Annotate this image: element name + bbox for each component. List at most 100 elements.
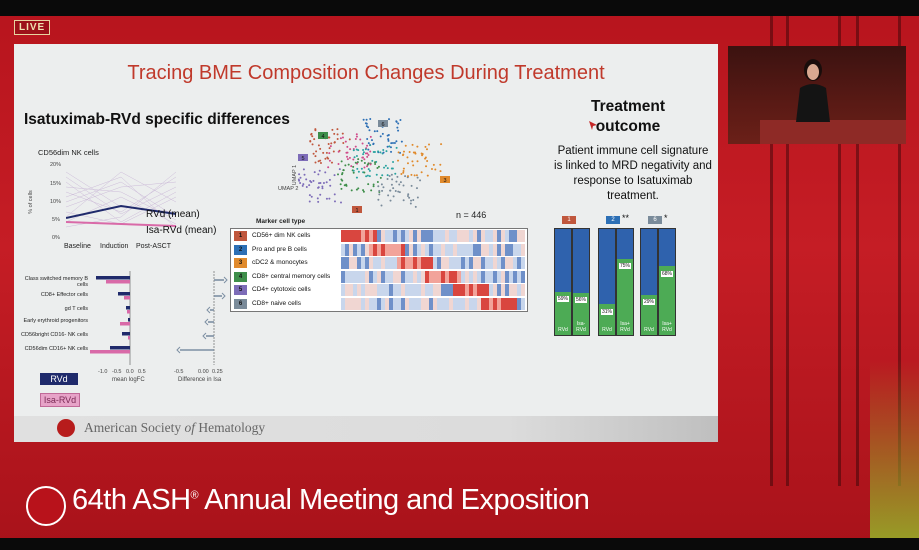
presentation-slide: Tracing BME Composition Changes During T… bbox=[14, 44, 718, 442]
outcome-stacked-bar: 31% RVd bbox=[598, 228, 616, 336]
umap-point bbox=[392, 195, 395, 198]
umap-point bbox=[319, 147, 322, 150]
umap-point bbox=[368, 129, 371, 132]
diff-arrowhead bbox=[223, 276, 228, 284]
umap-point bbox=[367, 142, 370, 145]
umap-point bbox=[362, 151, 365, 154]
umap-point bbox=[370, 189, 373, 192]
heatmap-row-label: CD8+ central memory cells bbox=[252, 272, 331, 280]
outcome-stacked-bar: 59% RVd bbox=[554, 228, 572, 336]
bar-x-label: RVd bbox=[558, 327, 568, 333]
logfc-bar-rvd bbox=[128, 318, 130, 322]
umap-point bbox=[313, 171, 316, 174]
umap-point bbox=[395, 180, 398, 183]
diff-tick: -0.5 bbox=[174, 369, 184, 375]
umap-point bbox=[372, 183, 375, 186]
y-tick: 15% bbox=[50, 181, 62, 187]
umap-point bbox=[302, 183, 305, 186]
umap-axis-x: UMAP 2 bbox=[278, 186, 299, 192]
curtain-line bbox=[856, 16, 859, 486]
bar-x-label: Isa+ RVd bbox=[620, 321, 630, 333]
logfc-bar-isa bbox=[120, 322, 130, 326]
curtain-line bbox=[786, 16, 789, 486]
umap-point bbox=[327, 142, 330, 145]
umap-point bbox=[387, 139, 390, 142]
umap-point bbox=[390, 183, 393, 186]
curtain-line bbox=[770, 16, 773, 486]
umap-point bbox=[337, 150, 340, 153]
bar-segment-green bbox=[659, 266, 675, 335]
umap-point bbox=[402, 184, 405, 187]
umap-point bbox=[386, 145, 389, 148]
umap-point bbox=[397, 129, 400, 132]
umap-point bbox=[316, 197, 319, 200]
umap-cluster-label: 5 bbox=[301, 156, 304, 162]
umap-point bbox=[349, 148, 352, 151]
heatmap-strip bbox=[341, 243, 525, 256]
umap-point bbox=[386, 167, 389, 170]
umap-point bbox=[317, 200, 320, 203]
umap-point bbox=[340, 160, 343, 163]
logfc-row-label: CD8+ Effector cells bbox=[40, 292, 88, 298]
umap-point bbox=[325, 151, 328, 154]
umap-point bbox=[325, 181, 328, 184]
umap-point bbox=[324, 157, 327, 160]
umap-point bbox=[419, 179, 422, 182]
umap-point bbox=[310, 133, 313, 136]
umap-cluster-label: 3 bbox=[443, 178, 446, 184]
umap-point bbox=[339, 201, 342, 204]
x-tick: Baseline bbox=[64, 243, 91, 250]
umap-point bbox=[317, 186, 320, 189]
outcome-note: Patient immune cell signature is linked … bbox=[554, 145, 712, 202]
diff-arrowhead bbox=[176, 346, 181, 354]
umap-point bbox=[333, 132, 336, 135]
umap-point bbox=[382, 149, 385, 152]
umap-point bbox=[333, 193, 336, 196]
logfc-tick: -1.0 bbox=[98, 369, 108, 375]
umap-point bbox=[337, 163, 340, 166]
umap-point bbox=[407, 193, 410, 196]
umap-point bbox=[376, 181, 379, 184]
umap-point bbox=[329, 145, 332, 148]
diff-arrowhead bbox=[202, 332, 207, 340]
heatmap-strip bbox=[341, 230, 525, 242]
umap-point bbox=[317, 144, 320, 147]
umap-point bbox=[315, 150, 318, 153]
umap-point bbox=[317, 160, 320, 163]
umap-point bbox=[299, 176, 302, 179]
bar-segment-blue bbox=[573, 229, 589, 293]
umap-point bbox=[328, 159, 331, 162]
umap-point bbox=[388, 145, 391, 148]
heatmap-row: 3 cDC2 & monocytes bbox=[231, 256, 527, 270]
bar-x-label: Isa-RVd bbox=[576, 321, 586, 333]
umap-point bbox=[369, 150, 372, 153]
bar-percent-label: 56% bbox=[575, 297, 588, 304]
umap-point bbox=[416, 145, 419, 148]
umap-point bbox=[363, 171, 366, 174]
umap-point bbox=[364, 122, 367, 125]
umap-point bbox=[379, 176, 382, 179]
umap-point bbox=[308, 194, 311, 197]
umap-point bbox=[367, 183, 370, 186]
umap-point bbox=[387, 133, 390, 136]
heatmap-row-label: Pro and pre B cells bbox=[252, 245, 307, 253]
umap-point bbox=[373, 130, 376, 133]
umap-point bbox=[388, 118, 391, 121]
heatmap-row-label: CD56+ dim NK cells bbox=[252, 232, 311, 239]
umap-cluster-label: 4 bbox=[321, 134, 324, 140]
bar-percent-label: 59% bbox=[557, 296, 570, 303]
umap-point bbox=[376, 166, 379, 169]
umap-point bbox=[366, 152, 369, 155]
umap-point bbox=[413, 174, 416, 177]
umap-point bbox=[314, 155, 317, 158]
heatmap-row-label: CD8+ naive cells bbox=[252, 300, 301, 307]
outcome-group-tag: 1 bbox=[562, 216, 576, 224]
umap-point bbox=[391, 167, 394, 170]
umap-point bbox=[420, 171, 423, 174]
umap-point bbox=[398, 183, 401, 186]
umap-point bbox=[377, 165, 380, 168]
umap-point bbox=[319, 161, 322, 164]
umap-point bbox=[440, 143, 443, 146]
background-glow bbox=[870, 360, 919, 538]
umap-point bbox=[425, 148, 428, 151]
